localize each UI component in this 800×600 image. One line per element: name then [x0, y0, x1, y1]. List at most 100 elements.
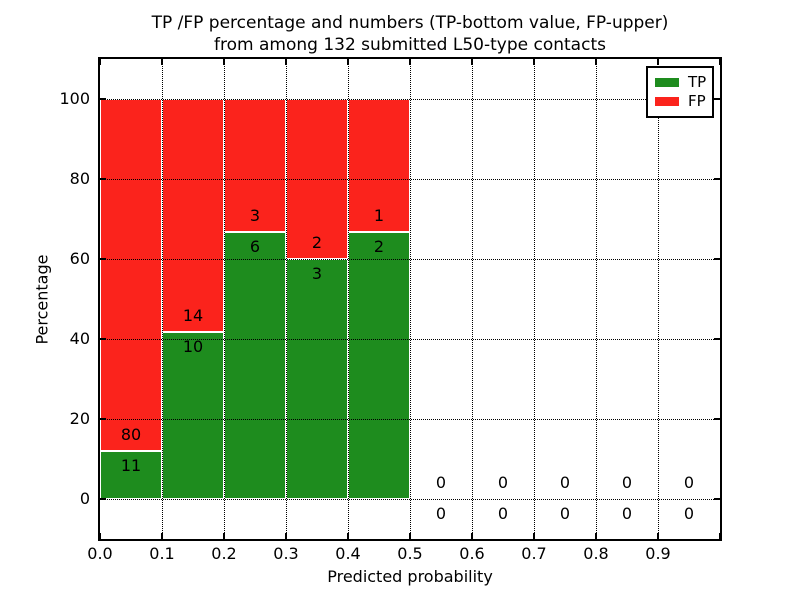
chart-title-line1: TP /FP percentage and numbers (TP-bottom… — [151, 13, 669, 33]
legend-item: FP — [655, 92, 706, 111]
tp-count-label: 2 — [373, 237, 385, 257]
y-tick-label: 0 — [79, 489, 90, 508]
fp-count-label: 3 — [249, 206, 261, 226]
x-tick-mark — [99, 533, 101, 539]
tp-count-label: 0 — [559, 504, 571, 523]
tp-count-label: 3 — [311, 264, 323, 283]
x-tick-label: 0.7 — [521, 544, 547, 563]
bar-segment-tp — [100, 450, 162, 499]
bar-segment-fp — [348, 99, 410, 233]
x-tick-label: 0.9 — [645, 544, 671, 563]
x-tick-label: 0.8 — [583, 544, 609, 563]
x-tick-mark — [471, 59, 473, 65]
fp-count-label: 1 — [373, 206, 385, 226]
legend-item-label: TP — [688, 73, 707, 91]
x-tick-label: 0.6 — [459, 544, 485, 563]
fp-count-label: 0 — [621, 473, 633, 492]
legend-swatch — [655, 78, 679, 87]
x-tick-mark — [595, 533, 597, 539]
x-tick-mark — [99, 59, 101, 65]
x-tick-mark — [409, 59, 411, 65]
x-tick-mark — [471, 533, 473, 539]
tp-count-label: 11 — [120, 455, 142, 475]
y-tick-mark — [714, 498, 720, 500]
x-tick-mark — [595, 59, 597, 65]
y-tick-label: 20 — [69, 409, 90, 428]
x-tick-mark — [409, 533, 411, 539]
gridline-vertical — [658, 59, 659, 539]
fp-count-label: 0 — [683, 473, 695, 492]
legend-item-label: FP — [688, 92, 706, 110]
x-tick-mark — [533, 59, 535, 65]
fp-count-label: 80 — [120, 424, 142, 444]
y-tick-mark — [100, 338, 106, 340]
bar-segment-tp — [348, 232, 410, 499]
bar-segment-fp — [162, 99, 224, 333]
gridline-vertical — [472, 59, 473, 539]
fp-count-label: 0 — [435, 473, 447, 492]
plot-area: 80 11 14 10 3 6 2 3 1 2 0 0 0 0 0 0 0 0 0 0 — [98, 57, 722, 541]
y-tick-label: 100 — [59, 89, 90, 108]
bar-segment-fp — [100, 99, 162, 451]
x-tick-mark — [347, 533, 349, 539]
x-tick-mark — [719, 59, 721, 65]
gridline-vertical — [286, 59, 287, 539]
gridline-vertical — [596, 59, 597, 539]
tp-count-label: 0 — [683, 504, 695, 523]
gridline-vertical — [162, 59, 163, 539]
tp-count-label: 0 — [621, 504, 633, 523]
y-tick-label: 80 — [69, 169, 90, 188]
legend: TP FP — [646, 66, 714, 118]
y-tick-mark — [714, 98, 720, 100]
y-tick-mark — [100, 498, 106, 500]
bar-segment-fp — [224, 99, 286, 233]
tp-count-label: 0 — [435, 504, 447, 523]
y-tick-mark — [100, 258, 106, 260]
x-tick-label: 0.2 — [211, 544, 237, 563]
gridline-vertical — [348, 59, 349, 539]
x-tick-mark — [285, 533, 287, 539]
x-tick-label: 0.4 — [335, 544, 361, 563]
tp-count-label: 6 — [249, 237, 261, 257]
gridline-vertical — [534, 59, 535, 539]
chart-title-line2: from among 132 submitted L50-type contac… — [214, 35, 606, 55]
y-tick-mark — [714, 338, 720, 340]
bar-segment-tp — [224, 232, 286, 499]
bar-segment-tp — [286, 259, 348, 499]
y-tick-mark — [714, 418, 720, 420]
x-tick-mark — [223, 59, 225, 65]
fp-count-label: 0 — [559, 473, 571, 492]
y-tick-mark — [714, 178, 720, 180]
tp-count-label: 10 — [182, 337, 204, 357]
y-tick-label: 60 — [69, 249, 90, 268]
gridline-vertical — [224, 59, 225, 539]
x-tick-mark — [161, 59, 163, 65]
legend-swatch — [655, 97, 679, 106]
bar-segment-tp — [162, 332, 224, 499]
y-tick-mark — [100, 98, 106, 100]
x-tick-mark — [347, 59, 349, 65]
gridline-vertical — [410, 59, 411, 539]
y-tick-label: 40 — [69, 329, 90, 348]
x-tick-label: 0.5 — [397, 544, 423, 563]
x-tick-mark — [657, 533, 659, 539]
y-tick-mark — [100, 418, 106, 420]
x-tick-mark — [657, 59, 659, 65]
fp-count-label: 14 — [182, 306, 204, 326]
x-tick-mark — [533, 533, 535, 539]
fp-count-label: 2 — [311, 233, 323, 252]
x-tick-mark — [223, 533, 225, 539]
x-tick-label: 0.0 — [87, 544, 113, 563]
fp-count-label: 0 — [497, 473, 509, 492]
legend-item: TP — [655, 73, 707, 92]
x-tick-label: 0.1 — [149, 544, 175, 563]
x-tick-mark — [161, 533, 163, 539]
y-tick-mark — [714, 258, 720, 260]
x-axis-title: Predicted probability — [327, 567, 493, 586]
y-axis-title: Percentage — [32, 254, 52, 345]
tp-count-label: 0 — [497, 504, 509, 523]
x-tick-mark — [285, 59, 287, 65]
y-tick-mark — [100, 178, 106, 180]
x-tick-mark — [719, 533, 721, 539]
